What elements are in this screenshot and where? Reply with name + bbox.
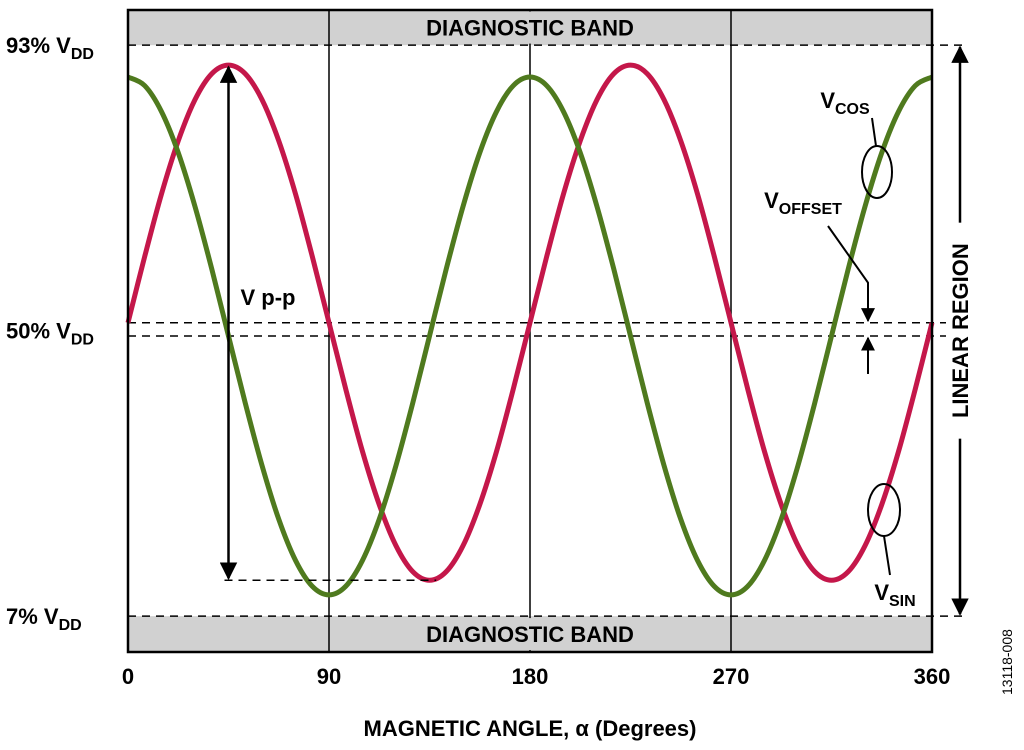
y-tick-label-main: 93% V bbox=[6, 33, 71, 58]
offset-leader bbox=[827, 225, 875, 323]
cos-label: VCOS bbox=[820, 88, 870, 118]
sin-label-main: V bbox=[874, 580, 889, 605]
y-tick-label-sub: DD bbox=[59, 617, 82, 634]
linear-region-label: LINEAR REGION bbox=[948, 243, 973, 418]
x-tick-label: 0 bbox=[122, 664, 134, 689]
x-tick-label: 270 bbox=[713, 664, 750, 689]
sin-leader bbox=[883, 535, 891, 576]
series-line bbox=[126, 74, 934, 598]
figure-id: 13118-008 bbox=[999, 629, 1015, 695]
linear-region-label-bg bbox=[946, 222, 974, 439]
y-tick-label-sub: DD bbox=[71, 46, 94, 63]
cos-leader bbox=[871, 117, 877, 147]
y-tick-label-main: 50% V bbox=[6, 319, 71, 344]
band-label-bg bbox=[332, 618, 728, 651]
band-label: DIAGNOSTIC BAND bbox=[426, 16, 634, 41]
cos-label-sub: COS bbox=[835, 101, 870, 118]
band-label-bg bbox=[332, 11, 728, 44]
sin-ellipse bbox=[867, 483, 901, 537]
y-tick-label-sub: DD bbox=[71, 332, 94, 349]
sin-label: VSIN bbox=[874, 580, 915, 610]
x-tick-label: 360 bbox=[914, 664, 951, 689]
x-axis-title: MAGNETIC ANGLE, α (Degrees) bbox=[364, 716, 697, 741]
plot-frame bbox=[126, 8, 934, 654]
background-layer: DIAGNOSTIC BAND DIAGNOSTIC BAND bbox=[128, 10, 968, 652]
plot-layer bbox=[125, 62, 935, 598]
offset-label-main: V bbox=[764, 188, 779, 213]
sin-label-sub: SIN bbox=[889, 593, 916, 610]
annotation-layer: VCOS VOFFSET VSIN MAGNETIC ANGLE, α (Deg… bbox=[6, 8, 1015, 741]
y-tick-label: 7% VDD bbox=[6, 604, 82, 634]
y-tick-label-main: 7% V bbox=[6, 604, 59, 629]
y-tick-label: 93% VDD bbox=[6, 33, 94, 63]
series-line bbox=[125, 62, 935, 583]
band-label: DIAGNOSTIC BAND bbox=[426, 622, 634, 647]
x-tick-label: 180 bbox=[512, 664, 549, 689]
y-tick-label: 50% VDD bbox=[6, 319, 94, 349]
offset-label: VOFFSET bbox=[764, 188, 842, 218]
cos-label-main: V bbox=[820, 88, 835, 113]
cos-ellipse bbox=[861, 145, 893, 199]
offset-label-sub: OFFSET bbox=[779, 201, 842, 218]
vpp-label: V p-p bbox=[241, 285, 296, 310]
x-tick-label: 90 bbox=[317, 664, 341, 689]
